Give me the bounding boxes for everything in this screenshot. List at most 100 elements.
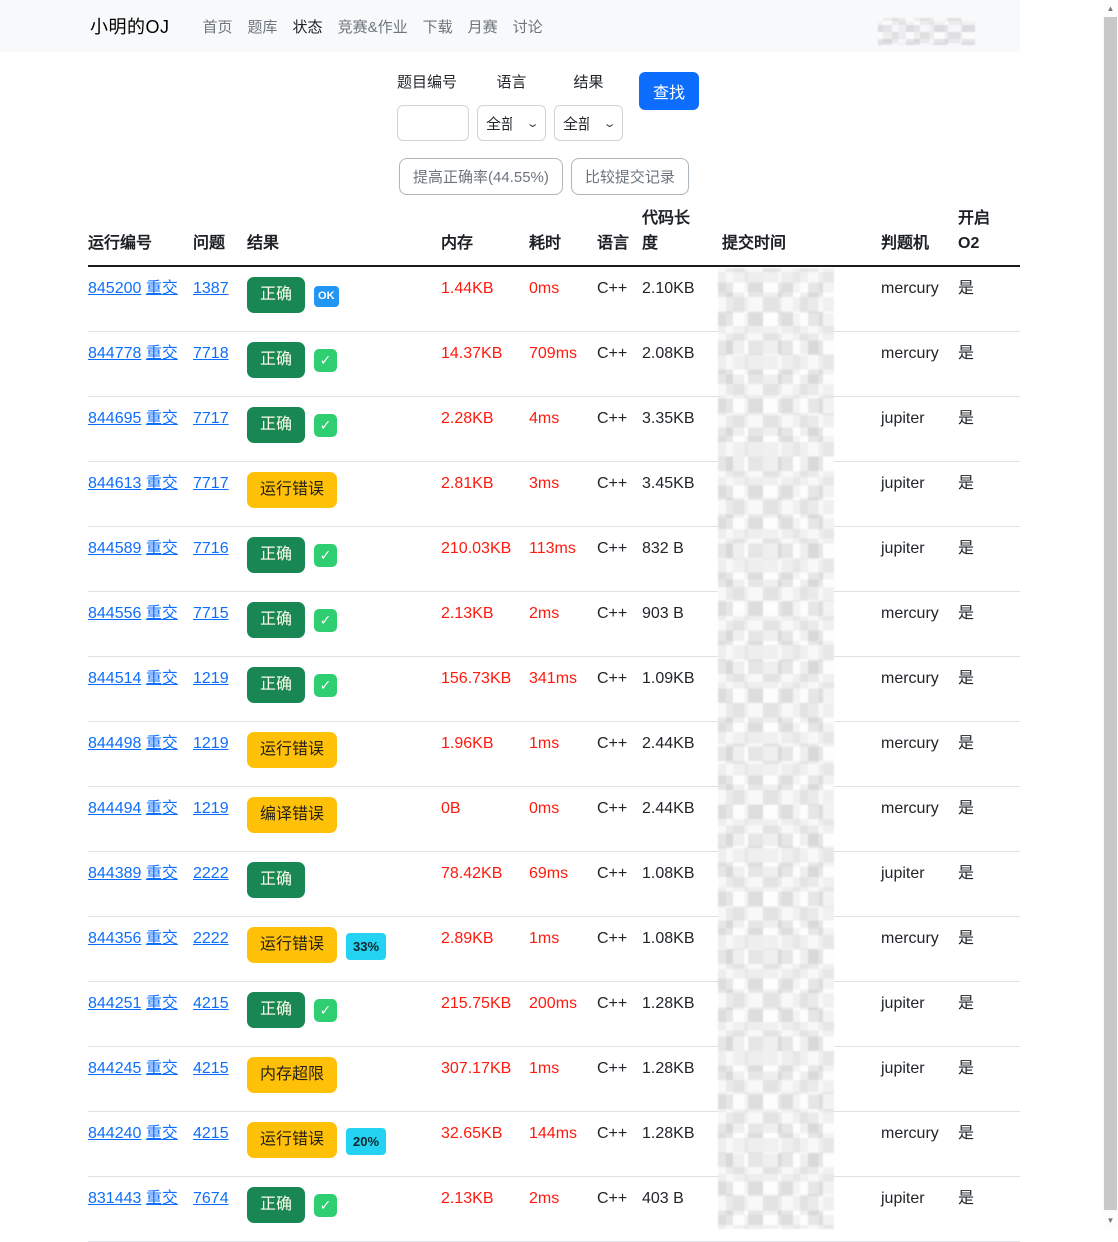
run-id-link[interactable]: 844514: [88, 669, 142, 687]
memory-cell: 1.96KB: [441, 721, 529, 787]
result-badge[interactable]: 正确: [247, 601, 306, 638]
result-badge[interactable]: 运行错误: [247, 1121, 338, 1158]
language-select[interactable]: 全部 ⌄: [477, 105, 546, 141]
memory-cell: 1.44KB: [441, 266, 529, 332]
nav-item[interactable]: 月赛: [467, 18, 498, 36]
code-length-cell: 1.28KB: [642, 1111, 722, 1177]
resubmit-link[interactable]: 重交: [145, 864, 178, 882]
o2-cell: 是: [958, 266, 1020, 332]
problem-link[interactable]: 2222: [193, 864, 229, 882]
memory-cell: 2.13KB: [441, 1176, 529, 1242]
problem-cell: 1219: [193, 786, 247, 852]
problem-link[interactable]: 7716: [193, 539, 229, 557]
resubmit-link[interactable]: 重交: [145, 994, 178, 1012]
scrollbar-thumb[interactable]: [1104, 17, 1117, 1210]
problem-link[interactable]: 1387: [193, 280, 229, 297]
run-id-link[interactable]: 831443: [88, 1189, 142, 1207]
problem-link[interactable]: 4215: [193, 1124, 229, 1142]
problem-link[interactable]: 2222: [193, 929, 229, 947]
language-cell: C++: [597, 981, 642, 1047]
result-badge[interactable]: 正确: [247, 406, 306, 443]
problem-link[interactable]: 7674: [193, 1189, 229, 1207]
problem-link[interactable]: 7715: [193, 604, 229, 622]
nav-item[interactable]: 下载: [422, 18, 453, 36]
run-id-link[interactable]: 844356: [88, 929, 142, 947]
resubmit-link[interactable]: 重交: [145, 280, 178, 297]
nav-item[interactable]: 题库: [247, 18, 278, 36]
run-id-cell: 844778 重交: [88, 331, 193, 397]
result-badge[interactable]: 内存超限: [247, 1056, 338, 1093]
site-brand[interactable]: 小明的OJ: [90, 17, 170, 37]
judger-cell: mercury: [881, 721, 958, 787]
result-badge[interactable]: 正确: [247, 666, 306, 703]
run-id-link[interactable]: 844494: [88, 799, 142, 817]
resubmit-link[interactable]: 重交: [145, 344, 178, 362]
resubmit-link[interactable]: 重交: [145, 539, 178, 557]
result-badge[interactable]: 运行错误: [247, 926, 338, 963]
scroll-up-icon[interactable]: ▲: [1103, 0, 1118, 17]
run-id-cell: 844389 重交: [88, 851, 193, 917]
run-id-link[interactable]: 845200: [88, 280, 142, 297]
result-select[interactable]: 全部 ⌄: [554, 105, 623, 141]
resubmit-link[interactable]: 重交: [145, 734, 178, 752]
time-cell: 1ms: [529, 916, 597, 982]
search-button[interactable]: 查找: [639, 72, 700, 110]
result-badge[interactable]: 编译错误: [247, 796, 338, 833]
run-id-link[interactable]: 844778: [88, 344, 142, 362]
scroll-down-icon[interactable]: ▼: [1103, 1212, 1118, 1229]
resubmit-link[interactable]: 重交: [145, 409, 178, 427]
run-id-link[interactable]: 844498: [88, 734, 142, 752]
improve-rate-button[interactable]: 提高正确率(44.55%): [399, 158, 563, 195]
table-row: 844251 重交 4215 正确 ✓ 215.75KB 200ms C++ 1…: [88, 981, 1020, 1047]
column-header: 问题: [193, 205, 247, 267]
result-badge[interactable]: 正确: [247, 1186, 306, 1223]
run-id-link[interactable]: 844240: [88, 1124, 142, 1142]
nav-item[interactable]: 状态: [292, 18, 323, 36]
resubmit-link[interactable]: 重交: [145, 1059, 178, 1077]
run-id-link[interactable]: 844389: [88, 864, 142, 882]
problem-link[interactable]: 7718: [193, 344, 229, 362]
chevron-down-icon: ⌄: [602, 117, 617, 130]
result-badge[interactable]: 运行错误: [247, 471, 338, 508]
code-length-cell: 1.28KB: [642, 981, 722, 1047]
result-cell: 正确 ✓: [247, 656, 441, 722]
result-badge[interactable]: 正确: [247, 861, 306, 898]
problem-link[interactable]: 7717: [193, 409, 229, 427]
table-row: 831443 重交 7674 正确 ✓ 2.13KB 2ms C++ 403 B…: [88, 1176, 1020, 1242]
problem-link[interactable]: 1219: [193, 799, 229, 817]
run-id-link[interactable]: 844245: [88, 1059, 142, 1077]
nav-item[interactable]: 首页: [202, 18, 233, 36]
column-header: 内存: [441, 205, 529, 267]
problem-link[interactable]: 4215: [193, 994, 229, 1012]
result-filter-group: 结果 全部 ⌄: [554, 72, 623, 141]
scrollbar[interactable]: ▲ ▼: [1103, 0, 1118, 1229]
result-badge[interactable]: 正确: [247, 536, 306, 573]
resubmit-link[interactable]: 重交: [145, 474, 178, 492]
result-badge[interactable]: 正确: [247, 341, 306, 378]
resubmit-link[interactable]: 重交: [145, 1124, 178, 1142]
resubmit-link[interactable]: 重交: [145, 799, 178, 817]
nav-item[interactable]: 讨论: [512, 18, 543, 36]
problem-cell: 4215: [193, 1046, 247, 1112]
run-id-link[interactable]: 844251: [88, 994, 142, 1012]
result-badge[interactable]: 正确: [247, 991, 306, 1028]
result-badge[interactable]: 正确: [247, 277, 306, 313]
resubmit-link[interactable]: 重交: [145, 604, 178, 622]
resubmit-link[interactable]: 重交: [145, 929, 178, 947]
run-id-link[interactable]: 844613: [88, 474, 142, 492]
run-id-link[interactable]: 844589: [88, 539, 142, 557]
run-id-link[interactable]: 844695: [88, 409, 142, 427]
nav-item[interactable]: 竞赛&作业: [337, 18, 408, 36]
problem-link[interactable]: 1219: [193, 669, 229, 687]
compare-submissions-button[interactable]: 比较提交记录: [570, 158, 689, 195]
resubmit-link[interactable]: 重交: [145, 1189, 178, 1207]
problem-link[interactable]: 4215: [193, 1059, 229, 1077]
memory-cell: 0B: [441, 786, 529, 852]
result-badge[interactable]: 运行错误: [247, 731, 338, 768]
run-id-link[interactable]: 844556: [88, 604, 142, 622]
redacted-username[interactable]: [878, 18, 975, 45]
resubmit-link[interactable]: 重交: [145, 669, 178, 687]
problem-id-input[interactable]: [397, 105, 469, 141]
problem-link[interactable]: 7717: [193, 474, 229, 492]
problem-link[interactable]: 1219: [193, 734, 229, 752]
